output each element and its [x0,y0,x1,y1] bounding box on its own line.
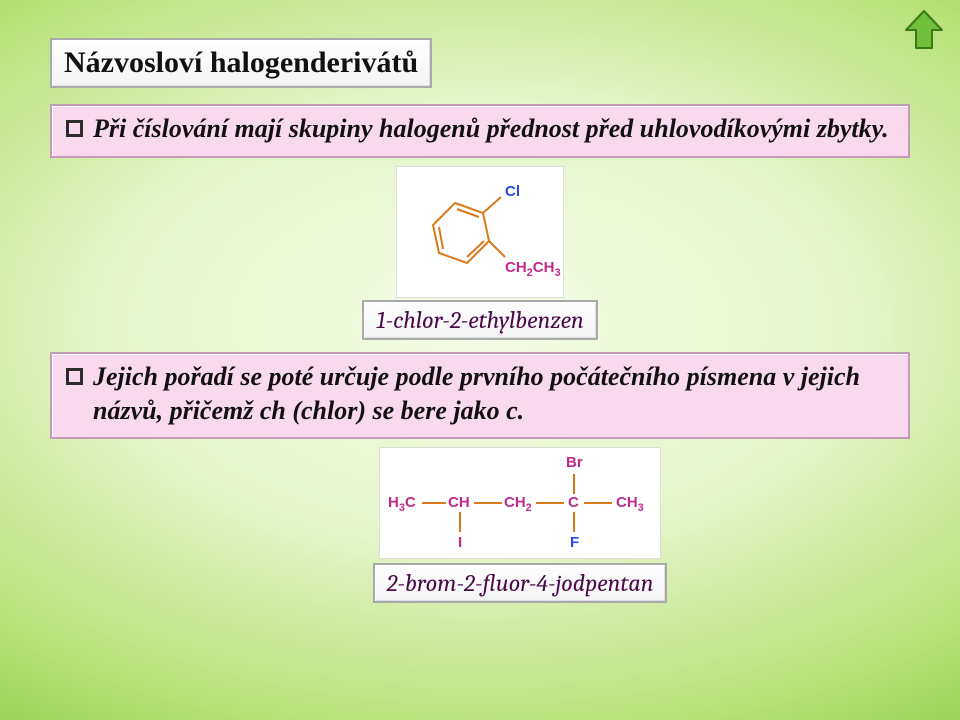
atom-ch-mid: CH [448,494,470,511]
molecule-2-wrap: H3C CH CH2 C CH3 Br F I [130,447,910,559]
bullet-marker [66,368,83,385]
label-1-box: 1-chlor-2-ethylbenzen [362,300,598,340]
atom-i: I [458,534,462,551]
bullet-2-text: Jejich pořadí se poté určuje podle první… [93,360,894,428]
molecule-2: H3C CH CH2 C CH3 Br F I [379,447,661,559]
bullet-1: Při číslování mají skupiny halogenů před… [50,104,910,158]
atom-ch2ch3: CH2CH3 [505,259,561,279]
benzene-ring-icon [433,197,505,263]
molecule-1: Cl CH2CH3 [396,166,564,298]
bullet-2: Jejich pořadí se poté určuje podle první… [50,352,910,440]
title-box: Názvosloví halogenderivátů [50,38,432,88]
label-2: 2-brom-2-fluor-4-jodpentan [387,569,654,597]
slide-content: Názvosloví halogenderivátů Při číslování… [0,0,960,653]
bullet-marker [66,120,83,137]
slide-title: Názvosloví halogenderivátů [64,46,418,79]
atom-br: Br [566,454,583,471]
molecule-1-wrap: Cl CH2CH3 [50,166,910,298]
label-2-box: 2-brom-2-fluor-4-jodpentan [373,563,668,603]
atom-c: C [568,494,579,511]
label-1: 1-chlor-2-ethylbenzen [376,306,584,334]
atom-h3c: H3C [388,494,416,514]
atom-ch3-right: CH3 [616,494,644,514]
atom-ch2: CH2 [504,494,532,514]
atom-cl: Cl [505,183,520,200]
bullet-1-text: Při číslování mají skupiny halogenů před… [93,112,889,146]
atom-f: F [570,534,579,551]
